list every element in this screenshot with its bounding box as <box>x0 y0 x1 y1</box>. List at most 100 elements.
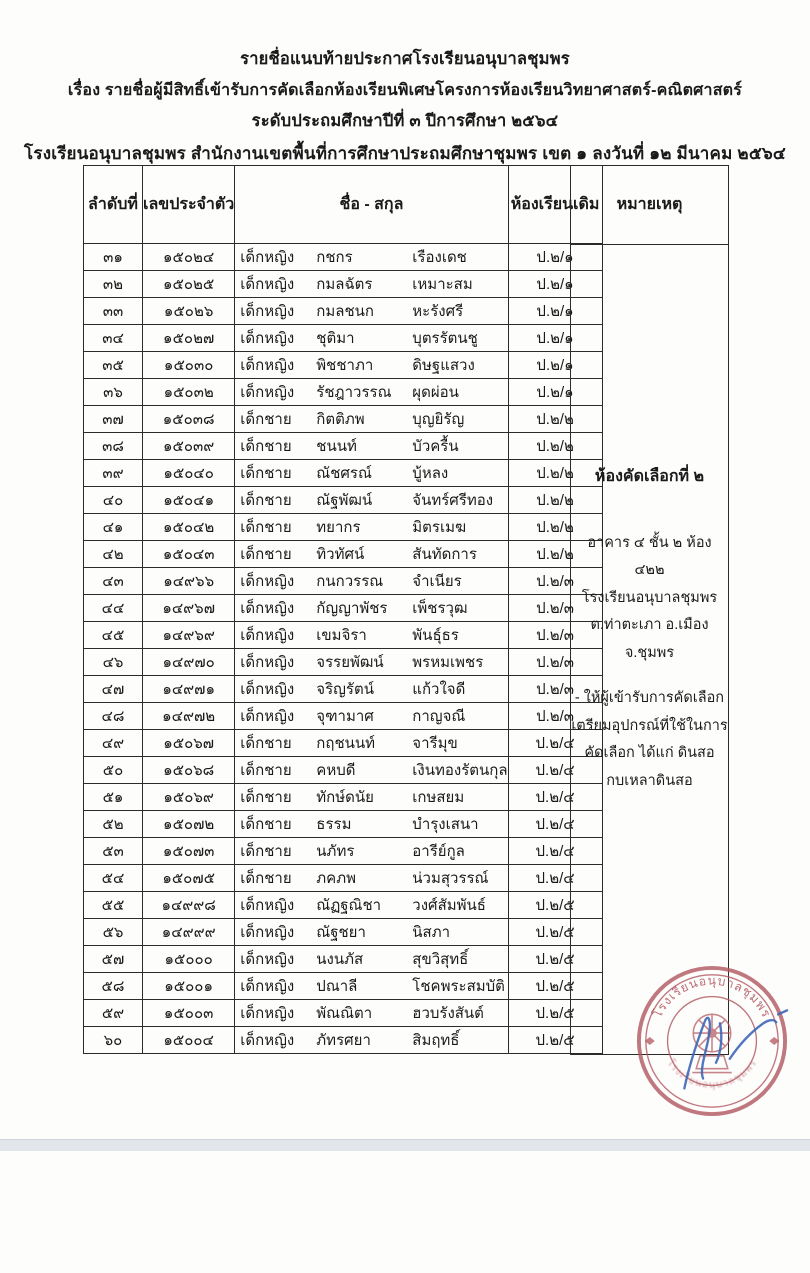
row-number: ๔๘ <box>83 702 143 730</box>
student-name: เด็กหญิง พิชชาภา ดิษฐแสวง <box>234 351 509 379</box>
previous-classroom: ป.๒/๓ <box>507 702 603 730</box>
table-row: ๓๓ ๑๕๐๒๖ เด็กหญิง กมลชนก หะรังศรี ป.๒/๑ <box>83 297 603 325</box>
student-title: เด็กชาย <box>240 735 292 752</box>
student-id: ๑๔๙๙๙ <box>141 918 236 946</box>
student-id: ๑๔๙๙๘ <box>141 891 236 919</box>
student-name: เด็กชาย ภคภพ น่วมสุวรรณ์ <box>234 864 509 892</box>
table-row: ๔๒ ๑๕๐๔๓ เด็กชาย ทิวทัศน์ สันทัดการ ป.๒/… <box>83 540 603 568</box>
student-name: เด็กหญิง กชกร เรืองเดช <box>234 243 509 271</box>
row-number: ๓๒ <box>83 270 143 298</box>
student-first-name: กมลชนก <box>316 303 374 320</box>
student-name: เด็กหญิง ปณาลี โชคพระสมบัติ <box>234 972 509 1000</box>
table-row: ๓๖ ๑๕๐๓๒ เด็กหญิง รัชฎาวรรณ ผุดผ่อน ป.๒/… <box>83 378 603 406</box>
student-name: เด็กหญิง นงนภัส สุขวิสุทธิ์ <box>234 945 509 973</box>
row-number: ๔๒ <box>83 540 143 568</box>
student-name: เด็กหญิง ชุติมา บุตรรัตนชู <box>234 324 509 352</box>
column-header-name: ชื่อ - สกุล <box>234 165 509 244</box>
table-row: ๕๙ ๑๕๐๐๓ เด็กหญิง พัณณิตา ฮวบรังสันต์ ป.… <box>83 999 603 1027</box>
table-row: ๓๔ ๑๕๐๒๗ เด็กหญิง ชุติมา บุตรรัตนชู ป.๒/… <box>83 324 603 352</box>
student-name: เด็กหญิง จุฑามาศ กาญจณี <box>234 702 509 730</box>
student-title: เด็กหญิง <box>240 357 295 374</box>
student-last-name: บุญยิรัญ <box>412 411 465 428</box>
student-name: เด็กหญิง พัณณิตา ฮวบรังสันต์ <box>234 999 509 1027</box>
student-id: ๑๕๐๔๒ <box>141 513 236 541</box>
row-number: ๕๖ <box>83 918 143 946</box>
student-last-name: หะรังศรี <box>412 303 464 320</box>
previous-classroom: ป.๒/๒ <box>507 486 603 514</box>
student-id: ๑๔๙๗๒ <box>141 702 236 730</box>
student-title: เด็กหญิง <box>240 897 295 914</box>
student-name: เด็กชาย ชนนท์ บัวครื้น <box>234 432 509 460</box>
student-first-name: นงนภัส <box>316 951 364 968</box>
student-last-name: เพ็ชรวุฒ <box>412 600 468 617</box>
student-name: เด็กหญิง ณัฏฐณิชา วงศ์สัมพันธ์ <box>234 891 509 919</box>
row-number: ๓๑ <box>83 243 143 271</box>
student-first-name: ภัทรศยา <box>316 1032 371 1049</box>
previous-classroom: ป.๒/๓ <box>507 567 603 595</box>
student-title: เด็กชาย <box>240 870 292 887</box>
student-last-name: น่วมสุวรรณ์ <box>412 870 489 887</box>
student-name: เด็กหญิง ภัทรศยา สิมฤทธิ์ <box>234 1026 509 1054</box>
student-name: เด็กชาย ธรรม บำรุงเสนา <box>234 810 509 838</box>
student-first-name: จรรยพัฒน์ <box>316 654 384 671</box>
student-id: ๑๕๐๓๒ <box>141 378 236 406</box>
student-title: เด็กหญิง <box>240 1005 295 1022</box>
table-row: ๔๓ ๑๔๙๖๖ เด็กหญิง กนกวรรณ จำเนียร ป.๒/๓ <box>83 567 603 595</box>
student-last-name: กาญจณี <box>412 708 466 725</box>
document-title-line-2: เรื่อง รายชื่อผู้มีสิทธิ์เข้ารับการคัดเล… <box>67 82 743 99</box>
row-number: ๖๐ <box>83 1026 143 1054</box>
student-last-name: แก้วใจดี <box>412 681 466 698</box>
student-first-name: ณัฏฐณิชา <box>316 897 382 914</box>
student-id: ๑๕๐๖๘ <box>141 756 236 784</box>
student-title: เด็กหญิง <box>240 384 295 401</box>
student-id: ๑๕๐๐๑ <box>141 972 236 1000</box>
student-last-name: เงินทองรัตนกุล <box>412 762 508 779</box>
table-row: ๕๔ ๑๕๐๗๕ เด็กชาย ภคภพ น่วมสุวรรณ์ ป.๒/๔ <box>83 864 603 892</box>
column-header-previous-classroom: ห้องเรียนเดิม <box>507 165 603 244</box>
row-number: ๔๑ <box>83 513 143 541</box>
student-title: เด็กหญิง <box>240 978 295 995</box>
student-title: เด็กชาย <box>240 762 292 779</box>
student-title: เด็กชาย <box>240 438 292 455</box>
row-number: ๓๔ <box>83 324 143 352</box>
table-row: ๕๐ ๑๕๐๖๘ เด็กชาย คหบดี เงินทองรัตนกุล ป.… <box>83 756 603 784</box>
scan-edge <box>0 1139 810 1151</box>
row-number: ๓๕ <box>83 351 143 379</box>
student-id: ๑๕๐๒๔ <box>141 243 236 271</box>
student-name: เด็กชาย ณัฐพัฒน์ จันทร์ศรีทอง <box>234 486 509 514</box>
student-last-name: พรหมเพชร <box>412 654 484 671</box>
student-id: ๑๕๐๔๐ <box>141 459 236 487</box>
table-row: ๕๖ ๑๔๙๙๙ เด็กหญิง ณัฐชยา นิสภา ป.๒/๕ <box>83 918 603 946</box>
student-name: เด็กหญิง ณัฐชยา นิสภา <box>234 918 509 946</box>
student-id: ๑๕๐๗๒ <box>141 810 236 838</box>
student-title: เด็กชาย <box>240 789 292 806</box>
table-header-row: ลำดับที่ เลขประจำตัว ชื่อ - สกุล ห้องเรี… <box>83 165 603 244</box>
table-row: ๕๒ ๑๕๐๗๒ เด็กชาย ธรรม บำรุงเสนา ป.๒/๔ <box>83 810 603 838</box>
student-first-name: ภคภพ <box>316 870 356 887</box>
table-row: ๕๕ ๑๔๙๙๘ เด็กหญิง ณัฏฐณิชา วงศ์สัมพันธ์ … <box>83 891 603 919</box>
row-number: ๔๗ <box>83 675 143 703</box>
student-first-name: จริญรัตน์ <box>316 681 374 698</box>
column-header-number: ลำดับที่ <box>83 165 143 244</box>
previous-classroom: ป.๒/๓ <box>507 648 603 676</box>
student-name: เด็กหญิง เขมจิรา พันธุ์ธร <box>234 621 509 649</box>
student-last-name: บัวครื้น <box>412 438 459 455</box>
student-id: ๑๕๐๗๕ <box>141 864 236 892</box>
student-name: เด็กชาย ทยากร มิตรเมฆ <box>234 513 509 541</box>
student-title: เด็กหญิง <box>240 249 295 266</box>
student-last-name: จันทร์ศรีทอง <box>412 492 494 509</box>
student-title: เด็กชาย <box>240 546 292 563</box>
student-first-name: กนกวรรณ <box>316 573 384 590</box>
table-row: ๔๙ ๑๕๐๖๗ เด็กชาย กฤชนนท์ จารีมุข ป.๒/๔ <box>83 729 603 757</box>
document-title-line-4: โรงเรียนอนุบาลชุมพร สำนักงานเขตพื้นที่กา… <box>24 144 786 163</box>
student-id: ๑๕๐๓๐ <box>141 351 236 379</box>
student-name: เด็กหญิง กมลฉัตร เหมาะสม <box>234 270 509 298</box>
student-title: เด็กหญิง <box>240 1032 295 1049</box>
student-last-name: พันธุ์ธร <box>412 627 459 644</box>
row-number: ๔๐ <box>83 486 143 514</box>
student-title: เด็กชาย <box>240 816 292 833</box>
student-last-name: อารีย์กูล <box>412 843 465 860</box>
student-name: เด็กชาย นภัทร อารีย์กูล <box>234 837 509 865</box>
student-first-name: ณัชศรณ์ <box>316 465 372 482</box>
student-name: เด็กชาย ทิวทัศน์ สันทัดการ <box>234 540 509 568</box>
